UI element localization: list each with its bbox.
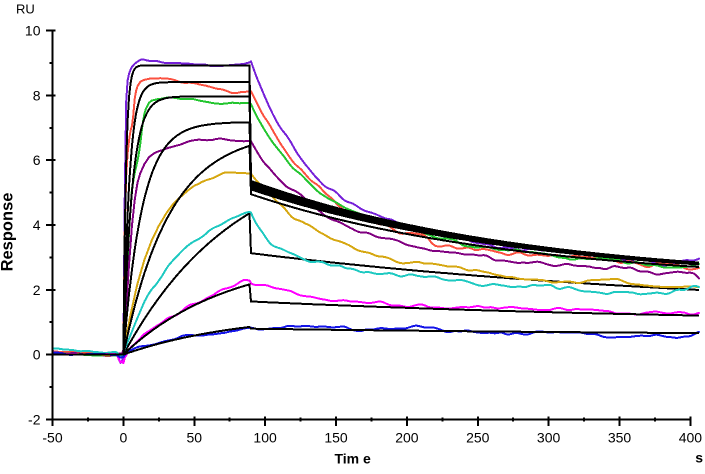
svg-text:100: 100 bbox=[253, 430, 277, 446]
svg-text:350: 350 bbox=[608, 430, 632, 446]
svg-text:8: 8 bbox=[33, 87, 41, 103]
svg-text:200: 200 bbox=[395, 430, 419, 446]
svg-text:400: 400 bbox=[679, 430, 703, 446]
svg-text:Tim e: Tim e bbox=[334, 451, 371, 467]
svg-text:0: 0 bbox=[33, 347, 41, 363]
svg-text:2: 2 bbox=[33, 282, 41, 298]
svg-text:4: 4 bbox=[33, 217, 41, 233]
svg-text:6: 6 bbox=[33, 152, 41, 168]
svg-text:300: 300 bbox=[537, 430, 561, 446]
svg-text:0: 0 bbox=[120, 430, 128, 446]
svg-text:150: 150 bbox=[324, 430, 348, 446]
svg-text:250: 250 bbox=[466, 430, 490, 446]
svg-text:s: s bbox=[695, 450, 703, 466]
svg-text:Response: Response bbox=[0, 193, 17, 272]
svg-text:50: 50 bbox=[187, 430, 203, 446]
svg-text:-50: -50 bbox=[42, 430, 62, 446]
svg-text:RU: RU bbox=[16, 2, 35, 17]
svg-text:-2: -2 bbox=[28, 411, 41, 427]
svg-text:10: 10 bbox=[25, 23, 41, 39]
